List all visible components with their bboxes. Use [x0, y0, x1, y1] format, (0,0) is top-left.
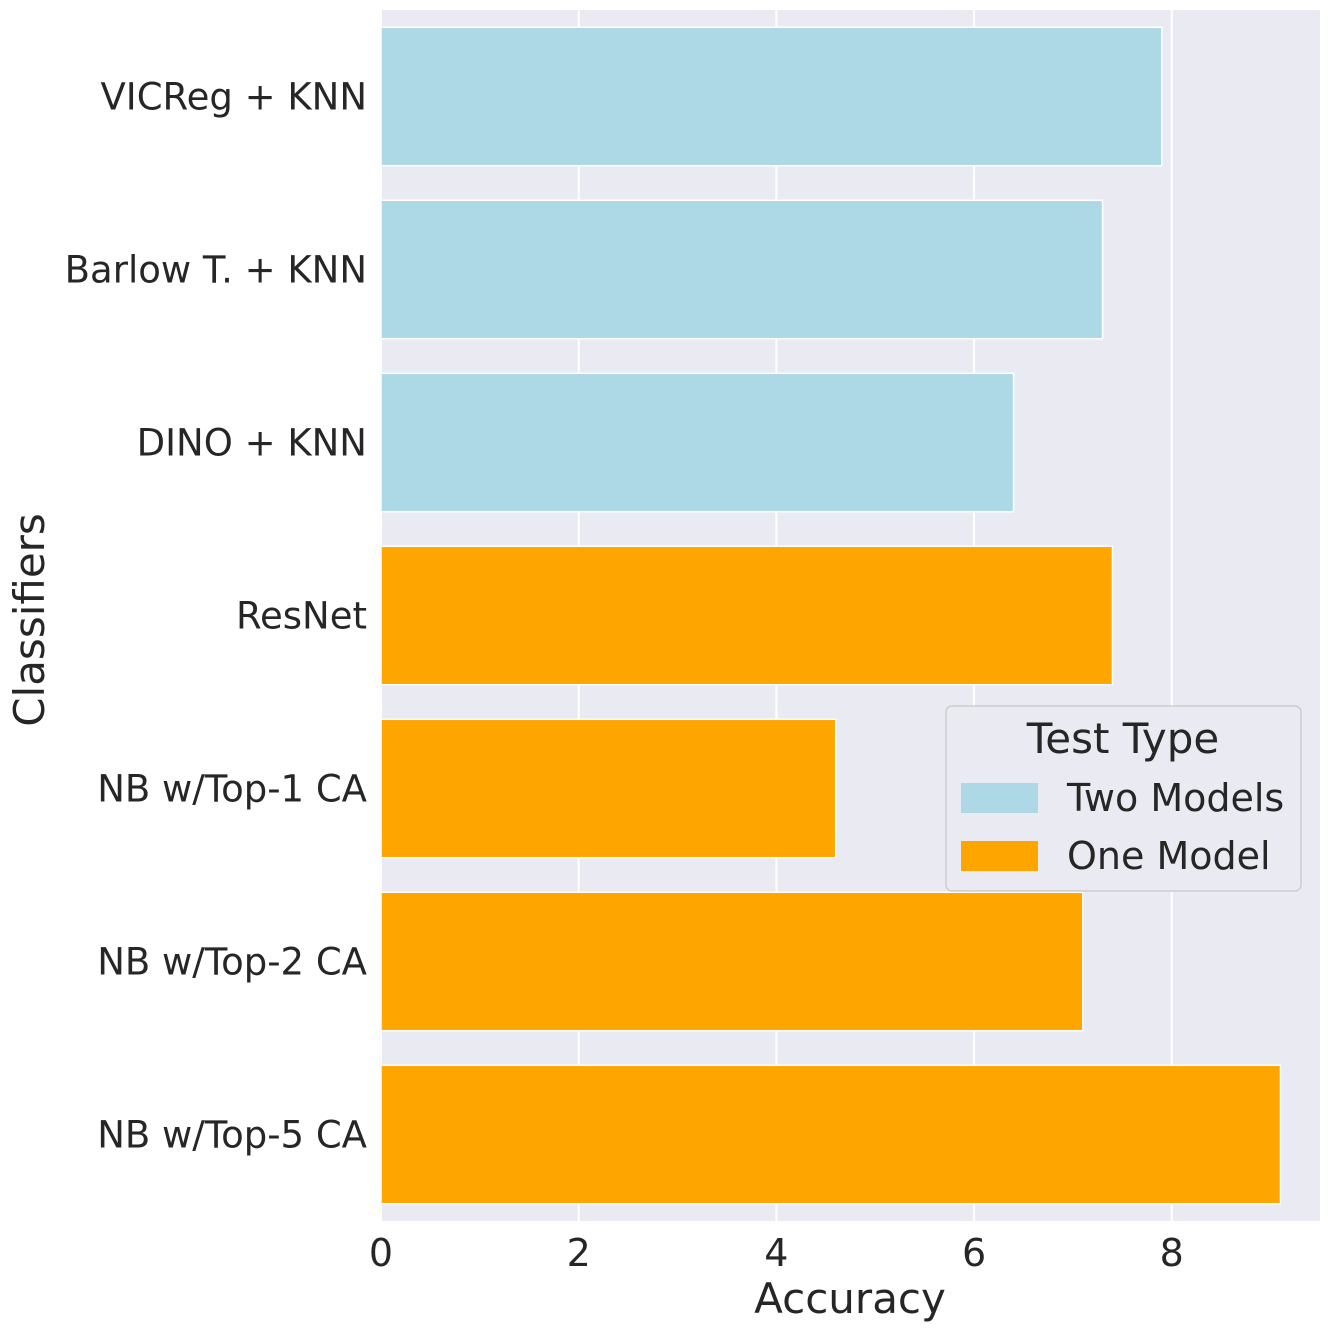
x-axis-ticks: 0 2 4 6 8 [369, 1231, 1184, 1275]
legend-title: Test Type [1026, 714, 1220, 763]
y-category-label: NB w/Top-5 CA [97, 1114, 367, 1157]
y-category-label: NB w/Top-1 CA [97, 768, 367, 811]
bars [380, 26, 1282, 1205]
bar [380, 545, 1114, 686]
bar [380, 1064, 1282, 1205]
legend-swatch-two-models [961, 783, 1038, 813]
x-tick-label: 4 [764, 1231, 788, 1275]
bar [380, 372, 1015, 513]
legend-label-one-model: One Model [1067, 834, 1271, 878]
x-tick-label: 2 [567, 1231, 591, 1275]
x-axis-title: Accuracy [754, 1274, 946, 1323]
legend: Test Type Two Models One Model [945, 705, 1302, 892]
y-category-label: Barlow T. + KNN [65, 249, 367, 292]
legend-label-two-models: Two Models [1066, 776, 1284, 820]
y-category-label: VICReg + KNN [101, 76, 368, 119]
x-tick-label: 0 [369, 1231, 393, 1275]
bar [380, 718, 837, 859]
bar [380, 26, 1163, 167]
x-tick-label: 8 [1160, 1231, 1184, 1275]
x-tick-label: 6 [962, 1231, 986, 1275]
y-axis-title: Classifiers [5, 513, 54, 727]
bar [380, 199, 1104, 340]
y-category-label: NB w/Top-2 CA [97, 941, 367, 984]
y-axis-categories: VICReg + KNN Barlow T. + KNN DINO + KNN Res… [65, 76, 367, 1157]
y-category-label: ResNet [236, 595, 367, 638]
y-category-label: DINO + KNN [137, 422, 367, 465]
legend-swatch-one-model [961, 841, 1038, 871]
bar [380, 891, 1084, 1032]
